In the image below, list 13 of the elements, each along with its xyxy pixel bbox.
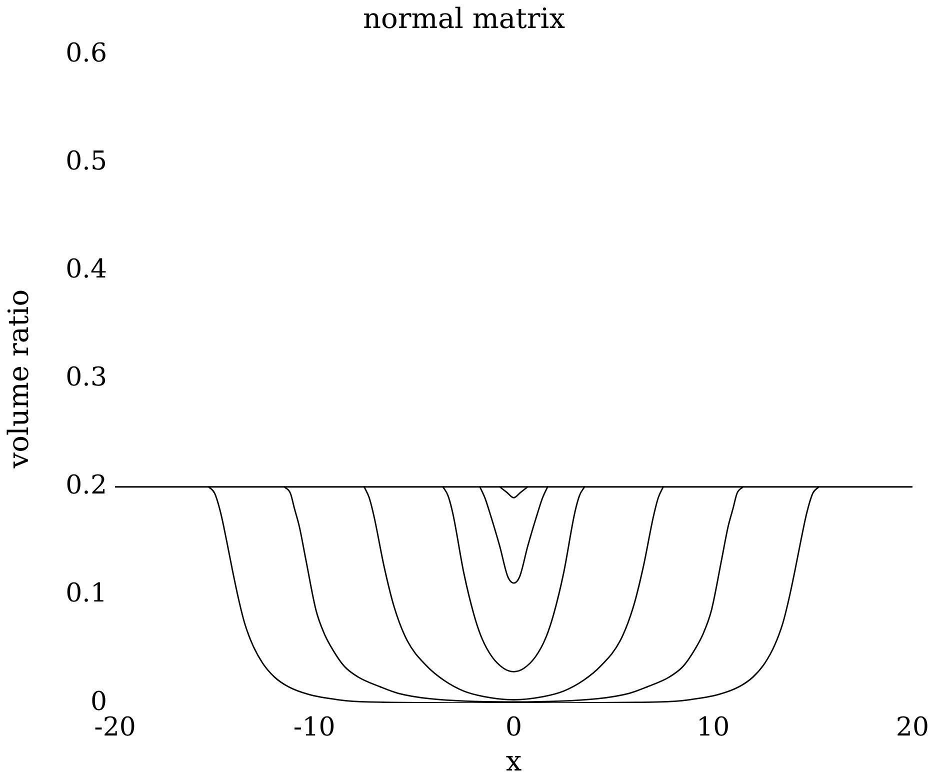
y-tick-label: 0.4 [66,254,107,284]
y-tick-label: 0.6 [66,38,107,68]
y-tick-label: 0.3 [66,362,107,393]
y-tick-label: 0.2 [66,470,107,501]
x-axis-title: x [506,744,522,778]
x-tick-label: -10 [293,712,336,742]
y-tick-label: 0.1 [66,578,107,609]
x-tick-label: 10 [696,712,730,742]
chart-title: normal matrix [362,2,566,36]
x-tick-label: 0 [505,712,522,742]
x-tick-label: 20 [896,712,930,742]
y-axis-title: volume ratio [2,289,36,470]
y-tick-label: 0.5 [66,146,107,176]
